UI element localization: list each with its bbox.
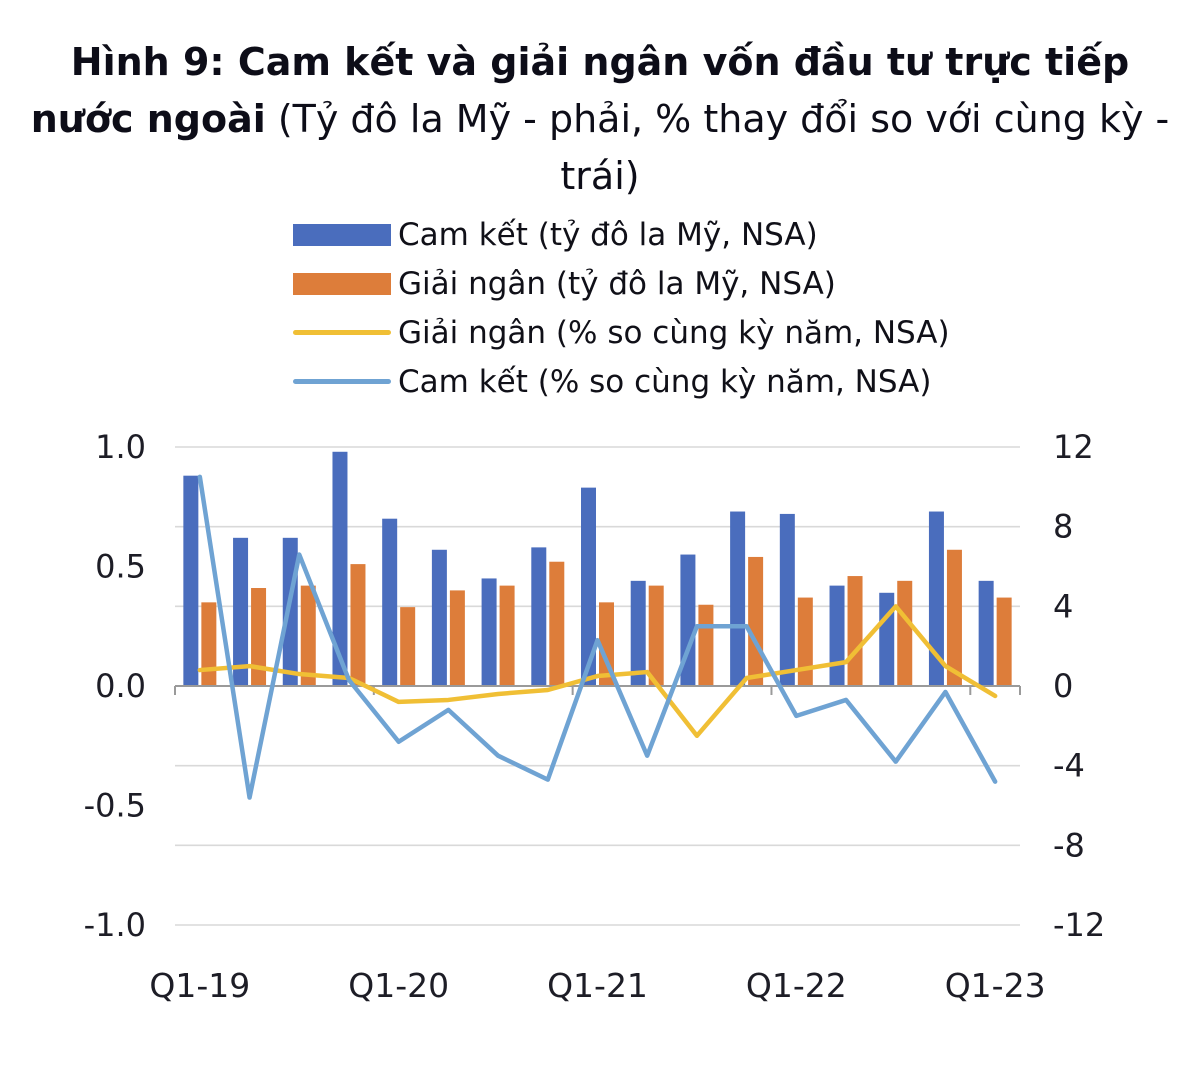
x-axis-tick-label: Q1-23 — [945, 966, 1046, 1005]
legend-swatch-line-icon — [293, 330, 391, 335]
bar-giai-ngan — [499, 585, 515, 686]
bar-giai-ngan — [400, 607, 416, 686]
bar-giai-ngan — [698, 604, 714, 686]
bar-giai-ngan — [549, 561, 565, 686]
bar-giai-ngan — [201, 602, 217, 686]
figure-title-bold: Hình 9: Cam kết và giải ngân vốn đầu tư … — [30, 40, 1130, 141]
bar-cam-ket — [531, 547, 547, 686]
right-axis-tick-label: 12 — [1053, 428, 1094, 466]
right-axis-tick-label: 8 — [1053, 508, 1073, 546]
legend-label: Giải ngân (% so cùng kỳ năm, NSA) — [398, 314, 950, 351]
legend-swatch-line-icon — [293, 379, 391, 384]
legend-swatch-bar-icon — [293, 223, 391, 246]
bar-giai-ngan — [797, 597, 813, 686]
x-axis-tick-label: Q1-19 — [149, 966, 250, 1005]
bar-giai-ngan — [946, 549, 962, 686]
left-axis-tick-label: 1.0 — [95, 428, 146, 466]
legend-item: Giải ngân (tỷ đô la Mỹ, NSA) — [293, 263, 950, 304]
bar-cam-ket — [581, 487, 596, 686]
left-axis-tick-label: -1.0 — [84, 906, 146, 944]
left-axis-tick-label: 0.0 — [95, 667, 146, 705]
bar-cam-ket — [978, 580, 994, 686]
line-cam-ket-pct — [197, 474, 998, 800]
legend-item: Cam kết (tỷ đô la Mỹ, NSA) — [293, 214, 950, 255]
right-axis-tick-label: 4 — [1053, 587, 1073, 625]
legend-label: Cam kết (% so cùng kỳ năm, NSA) — [398, 363, 932, 400]
line-giai-ngan-pct — [197, 604, 998, 739]
right-axis-tick-label: -8 — [1053, 826, 1085, 864]
legend-label: Giải ngân (tỷ đô la Mỹ, NSA) — [398, 265, 836, 302]
legend-item: Giải ngân (% so cùng kỳ năm, NSA) — [293, 312, 950, 353]
right-axis-tick-label: -4 — [1053, 747, 1085, 785]
bar-giai-ngan — [897, 580, 913, 686]
x-axis-tick-label: Q1-20 — [348, 966, 449, 1005]
bar-cam-ket — [233, 537, 249, 686]
bar-cam-ket — [332, 451, 348, 686]
legend-swatch-bar-icon — [293, 272, 391, 295]
bar-giai-ngan — [251, 588, 267, 686]
bar-cam-ket — [680, 554, 696, 686]
x-axis-tick-label: Q1-22 — [746, 966, 847, 1005]
bar-giai-ngan — [748, 556, 764, 686]
bar-cam-ket — [282, 537, 298, 686]
bar-cam-ket — [382, 518, 398, 686]
bar-cam-ket — [481, 578, 497, 686]
bar-cam-ket — [879, 592, 895, 686]
bar-cam-ket — [183, 475, 199, 686]
figure-title: Hình 9: Cam kết và giải ngân vốn đầu tư … — [28, 34, 1172, 205]
legend-label: Cam kết (tỷ đô la Mỹ, NSA) — [398, 216, 818, 253]
bar-giai-ngan — [449, 590, 465, 686]
bar-cam-ket — [431, 549, 447, 686]
right-axis-tick-label: 0 — [1053, 667, 1073, 705]
bar-giai-ngan — [648, 585, 664, 686]
bar-cam-ket — [928, 511, 944, 686]
left-axis-tick-label: 0.5 — [95, 548, 146, 586]
left-axis-tick-label: -0.5 — [84, 787, 146, 825]
bar-giai-ngan — [996, 597, 1012, 686]
right-axis-tick-label: -12 — [1053, 906, 1105, 944]
bar-cam-ket — [829, 585, 845, 686]
bar-cam-ket — [730, 511, 746, 686]
bar-cam-ket — [630, 580, 646, 686]
bar-cam-ket — [779, 513, 795, 686]
figure-title-subtitle: (Tỷ đô la Mỹ - phải, % thay đổi so với c… — [265, 97, 1170, 198]
x-axis-tick-label: Q1-21 — [547, 966, 648, 1005]
legend-item: Cam kết (% so cùng kỳ năm, NSA) — [293, 361, 950, 402]
bar-giai-ngan — [350, 564, 366, 686]
bar-giai-ngan — [300, 585, 316, 686]
chart-legend: Cam kết (tỷ đô la Mỹ, NSA) Giải ngân (tỷ … — [293, 214, 950, 402]
bar-giai-ngan — [847, 576, 863, 686]
